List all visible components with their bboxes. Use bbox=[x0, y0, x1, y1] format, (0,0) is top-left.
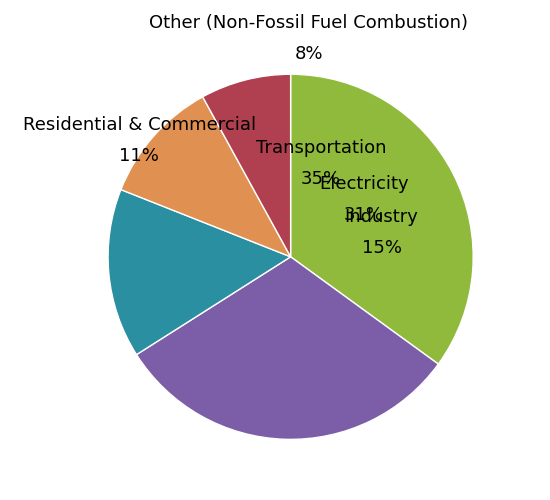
Text: Residential & Commercial: Residential & Commercial bbox=[23, 116, 256, 134]
Text: Industry: Industry bbox=[345, 208, 419, 226]
Wedge shape bbox=[121, 97, 290, 257]
Text: 8%: 8% bbox=[295, 45, 323, 63]
Text: Electricity: Electricity bbox=[319, 174, 409, 192]
Text: 31%: 31% bbox=[344, 206, 384, 224]
Text: Other (Non-Fossil Fuel Combustion): Other (Non-Fossil Fuel Combustion) bbox=[150, 14, 469, 32]
Wedge shape bbox=[136, 257, 438, 440]
Wedge shape bbox=[108, 190, 290, 354]
Wedge shape bbox=[203, 74, 290, 257]
Text: 35%: 35% bbox=[301, 170, 341, 188]
Text: 11%: 11% bbox=[119, 148, 159, 166]
Text: 15%: 15% bbox=[362, 239, 402, 257]
Text: Transportation: Transportation bbox=[256, 140, 386, 158]
Wedge shape bbox=[290, 74, 473, 364]
